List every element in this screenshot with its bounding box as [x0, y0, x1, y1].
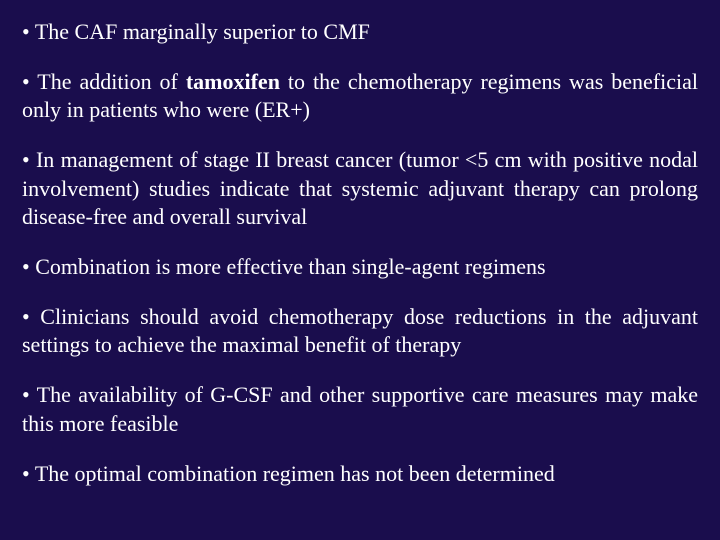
bullet-3: • In management of stage II breast cance…	[22, 146, 698, 230]
bullet-text: Clinicians should avoid chemotherapy dos…	[22, 304, 698, 357]
bullet-marker: •	[22, 69, 37, 94]
bullet-marker: •	[22, 254, 35, 279]
bullet-6: • The availability of G-CSF and other su…	[22, 381, 698, 437]
bullet-text: In management of stage II breast cancer …	[22, 147, 698, 228]
bullet-text: The availability of G-CSF and other supp…	[22, 382, 698, 435]
bullet-5: • Clinicians should avoid chemotherapy d…	[22, 303, 698, 359]
bullet-text: The optimal combination regimen has not …	[35, 461, 555, 486]
bullet-7: • The optimal combination regimen has no…	[22, 460, 698, 488]
bullet-1: • The CAF marginally superior to CMF	[22, 18, 698, 46]
bullet-text-before: The addition of	[37, 69, 186, 94]
bullet-marker: •	[22, 461, 35, 486]
bullet-4: • Combination is more effective than sin…	[22, 253, 698, 281]
bullet-text-bold: tamoxifen	[186, 69, 280, 94]
bullet-text: The CAF marginally superior to CMF	[35, 19, 370, 44]
bullet-2: • The addition of tamoxifen to the chemo…	[22, 68, 698, 124]
bullet-marker: •	[22, 304, 40, 329]
bullet-marker: •	[22, 382, 37, 407]
bullet-marker: •	[22, 147, 36, 172]
bullet-text: Combination is more effective than singl…	[35, 254, 545, 279]
slide-content: • The CAF marginally superior to CMF • T…	[22, 18, 698, 488]
bullet-marker: •	[22, 19, 35, 44]
